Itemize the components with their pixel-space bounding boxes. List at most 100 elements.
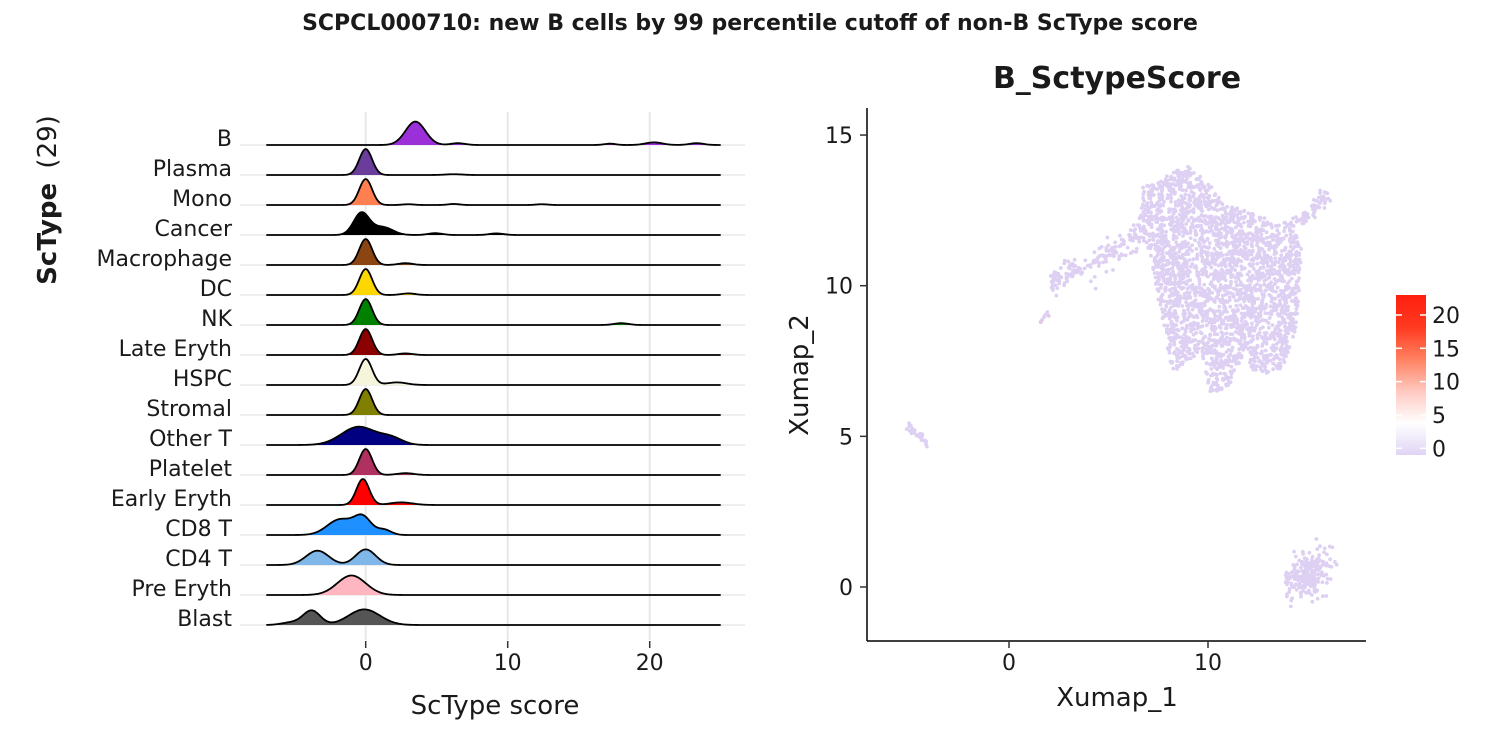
ridge-outline — [266, 120, 721, 146]
ridge-platelet — [266, 448, 721, 476]
ridge-label: Pre Eryth — [131, 577, 232, 602]
ridge-x-axis-label: ScType score — [411, 691, 580, 721]
ridge-fill — [266, 149, 721, 175]
ridge-fill — [266, 358, 721, 385]
umap-points — [904, 164, 1339, 609]
ridge-label: Blast — [177, 607, 232, 632]
umap-x-tick-label: 10 — [1194, 651, 1222, 676]
umap-x-tick-label: 0 — [1002, 651, 1016, 676]
ridge-label: CD4 T — [165, 547, 232, 572]
ridge-rows — [266, 120, 721, 626]
umap-cell-point — [1046, 313, 1051, 318]
ridge-hspc — [266, 358, 721, 386]
umap-y-tick-label: 0 — [839, 576, 853, 601]
umap-title: B_SctypeScore — [993, 61, 1241, 96]
ridge-outline — [266, 388, 721, 416]
ridge-cd4-t — [266, 548, 721, 566]
ridge-label: Other T — [149, 427, 232, 452]
umap-x-ticks: 0 10 — [1002, 641, 1222, 676]
ridge-pre-eryth — [266, 574, 721, 596]
ridge-label: CD8 T — [165, 517, 232, 542]
umap-y-tick-label: 5 — [839, 425, 853, 450]
ridge-outline — [266, 148, 721, 176]
ridge-outline — [266, 178, 721, 206]
ridge-label: Plasma — [153, 157, 232, 182]
umap-y-axis-label: Xumap_2 — [785, 314, 815, 436]
ridge-fill — [266, 426, 721, 445]
ridge-fill — [266, 549, 721, 565]
umap-x-axis-label: Xumap_1 — [1056, 683, 1178, 713]
ridge-mono — [266, 178, 721, 206]
ridge-y-axis-label-bold: ScType — [33, 183, 63, 285]
umap-cell-point — [1038, 319, 1043, 324]
ridge-cd8-t — [266, 513, 721, 536]
ridge-label: Late Eryth — [119, 337, 232, 362]
ridge-x-tick-label: 10 — [494, 651, 522, 676]
legend-tick-label: 0 — [1432, 437, 1446, 462]
color-legend-ticks: 0 5 10 15 20 — [1396, 304, 1460, 462]
ridge-fill — [266, 179, 721, 205]
ridge-nk — [266, 298, 721, 326]
ridge-late-eryth — [266, 328, 721, 356]
ridge-outline — [266, 211, 721, 236]
ridge-label: Cancer — [155, 217, 233, 242]
ridge-x-tick-label: 0 — [359, 651, 373, 676]
ridge-early-eryth — [266, 478, 721, 506]
ridge-fill — [266, 121, 721, 145]
ridge-label: Platelet — [149, 457, 233, 482]
umap-cell-points — [904, 164, 1339, 609]
ridge-outline — [266, 548, 721, 566]
ridge-outline — [266, 478, 721, 506]
ridge-fill — [266, 329, 721, 355]
ridge-fill — [266, 269, 721, 295]
ridge-outline — [266, 328, 721, 356]
ridge-label: NK — [201, 307, 232, 332]
ridge-y-axis-label: ScType (29) — [33, 115, 63, 285]
ridge-label: Early Eryth — [111, 487, 232, 512]
ridge-dc — [266, 268, 721, 296]
figure-title: SCPCL000710: new B cells by 99 percentil… — [302, 11, 1198, 36]
ridge-fill — [266, 514, 721, 535]
ridge-blast — [266, 608, 721, 626]
ridge-label: Stromal — [146, 397, 232, 422]
ridge-outline — [266, 513, 721, 536]
ridge-other-t — [266, 425, 721, 446]
ridge-fill — [266, 449, 721, 475]
ridge-y-axis-label-count: (29) — [33, 115, 63, 168]
ridge-fill — [266, 239, 721, 265]
umap-y-ticks: 0 5 10 15 — [825, 124, 867, 601]
ridge-label: DC — [200, 277, 232, 302]
ridge-outline — [266, 574, 721, 596]
color-legend-bar — [1396, 295, 1426, 455]
umap-scatter-chart: B_SctypeScore 0 10 0 5 10 15 Xumap_1 Xumap_2… — [785, 61, 1460, 713]
ridge-fill — [266, 575, 721, 595]
legend-tick-label: 5 — [1432, 404, 1446, 429]
ridge-label: Macrophage — [97, 247, 232, 272]
ridge-y-tick-labels: B Plasma Mono Cancer Macrophage DC NK Late Eryt… — [97, 127, 233, 632]
ridge-fill — [266, 479, 721, 505]
ridge-outline — [266, 238, 721, 266]
ridge-x-tick-label: 20 — [636, 651, 664, 676]
legend-tick-label: 10 — [1432, 371, 1460, 396]
ridge-fill — [266, 299, 721, 325]
ridge-outline — [266, 268, 721, 296]
ridge-outline — [266, 358, 721, 386]
legend-tick-label: 20 — [1432, 304, 1460, 329]
ridge-outline — [266, 425, 721, 446]
ridge-label: Mono — [172, 187, 232, 212]
ridge-cancer — [266, 211, 721, 236]
ridge-outline — [266, 448, 721, 476]
ridge-outline — [266, 298, 721, 326]
ridge-fill — [266, 212, 721, 235]
ridge-label: HSPC — [173, 367, 232, 392]
ridge-outline — [266, 608, 721, 626]
umap-y-tick-label: 15 — [825, 124, 853, 149]
ridge-fill — [266, 609, 721, 625]
color-legend: 0 5 10 15 20 — [1396, 295, 1460, 462]
ridgeline-chart: B Plasma Mono Cancer Macrophage DC NK Late Eryt… — [33, 112, 745, 721]
ridge-label: B — [217, 127, 232, 152]
ridge-fill — [266, 389, 721, 415]
ridge-macrophage — [266, 238, 721, 266]
